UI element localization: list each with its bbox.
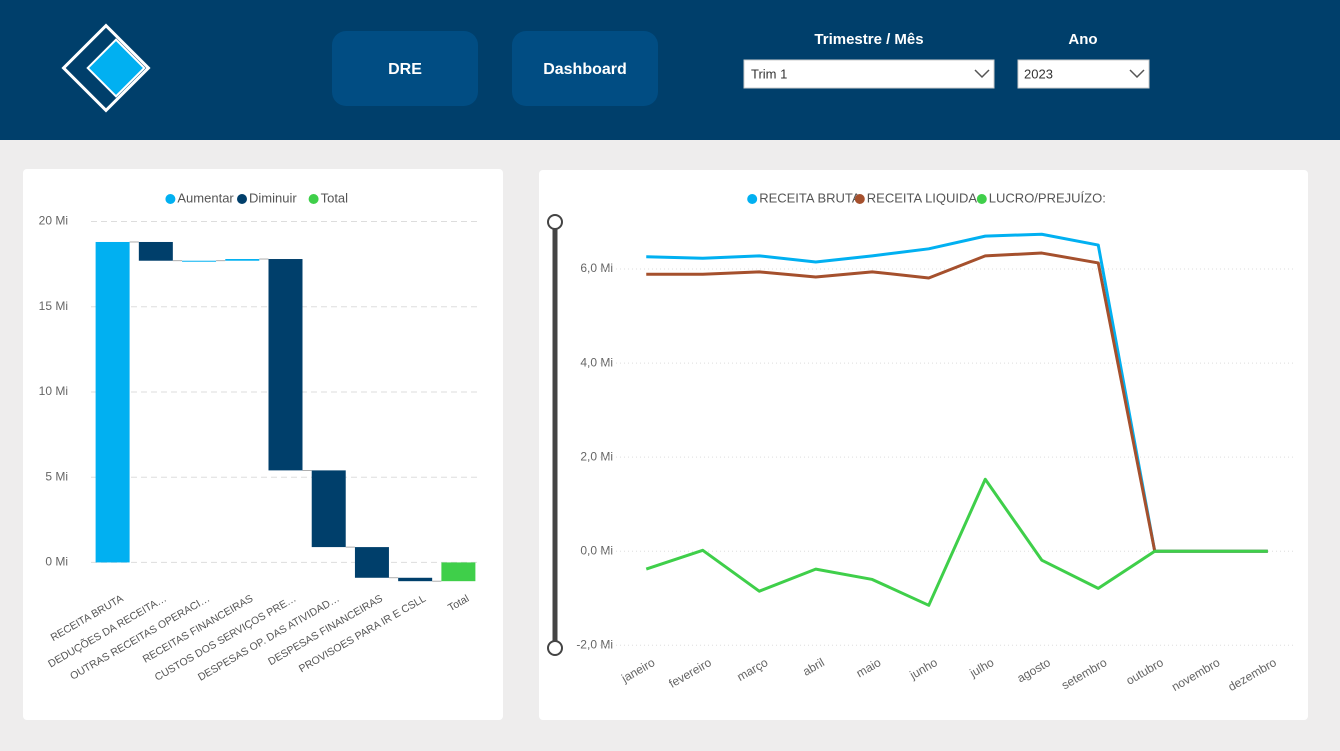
legend-label: RECEITA BRUTA <box>759 190 861 205</box>
logo-outline <box>61 23 151 113</box>
filter-label: Trimestre / Mês <box>814 31 923 48</box>
y-tick-label: 6,0 Mi <box>580 261 613 275</box>
y-tick-label: 0 Mi <box>45 555 68 569</box>
bar <box>441 562 476 582</box>
dropdown-box[interactable] <box>743 59 995 89</box>
dropdown-box[interactable] <box>1017 59 1150 89</box>
legend-swatch <box>747 194 758 204</box>
logo <box>61 23 151 113</box>
dropdown-value[interactable]: 2023 <box>1024 66 1053 81</box>
bar <box>354 547 389 578</box>
bar <box>95 241 130 563</box>
legend-label: Aumentar <box>177 190 234 205</box>
dropdown-arrow[interactable] <box>974 69 990 79</box>
y-tick-label: 5 Mi <box>45 469 68 483</box>
bar <box>398 577 433 582</box>
dropdown-value[interactable]: Trim 1 <box>751 66 787 81</box>
range-slider[interactable] <box>547 214 563 656</box>
nav-button[interactable]: Dashboard <box>512 31 658 106</box>
legend-label: Diminuir <box>249 190 297 205</box>
filter-label: Ano <box>1068 31 1097 48</box>
legend-label: Total <box>321 190 349 205</box>
legend-swatch <box>308 194 319 204</box>
y-tick-label: -2,0 Mi <box>576 637 613 651</box>
legend-label: RECEITA LIQUIDA <box>867 190 978 205</box>
y-tick-label: 20 Mi <box>39 214 68 228</box>
slider-handle[interactable] <box>547 214 563 230</box>
button-bg[interactable] <box>332 31 478 106</box>
legend-swatch <box>237 194 247 204</box>
legend-swatch <box>976 194 987 204</box>
card <box>539 170 1308 720</box>
button-label[interactable]: Dashboard <box>543 61 627 78</box>
y-tick-label: 2,0 Mi <box>580 449 613 463</box>
legend-label: LUCRO/PREJUÍZO: <box>989 190 1106 205</box>
y-tick-label: 0,0 Mi <box>580 543 613 557</box>
bar <box>138 241 173 261</box>
legend-swatch <box>854 194 865 204</box>
nav-button[interactable]: DRE <box>332 31 478 106</box>
legend-swatch <box>165 194 176 204</box>
series-line <box>645 477 1268 607</box>
y-tick-label: 10 Mi <box>39 384 68 398</box>
logo-fill <box>86 38 146 98</box>
dropdown[interactable]: Trim 1 <box>743 59 995 89</box>
bar <box>268 259 303 471</box>
bar <box>311 470 346 548</box>
bar <box>182 260 217 262</box>
y-tick-label: 4,0 Mi <box>580 355 613 369</box>
dropdown[interactable]: 2023 <box>1017 59 1150 89</box>
button-label[interactable]: DRE <box>388 61 422 78</box>
dropdown-arrow[interactable] <box>1129 69 1145 79</box>
slider-handle[interactable] <box>547 640 563 656</box>
bar <box>225 259 260 261</box>
y-tick-label: 15 Mi <box>39 299 68 313</box>
button-bg[interactable] <box>512 31 658 106</box>
